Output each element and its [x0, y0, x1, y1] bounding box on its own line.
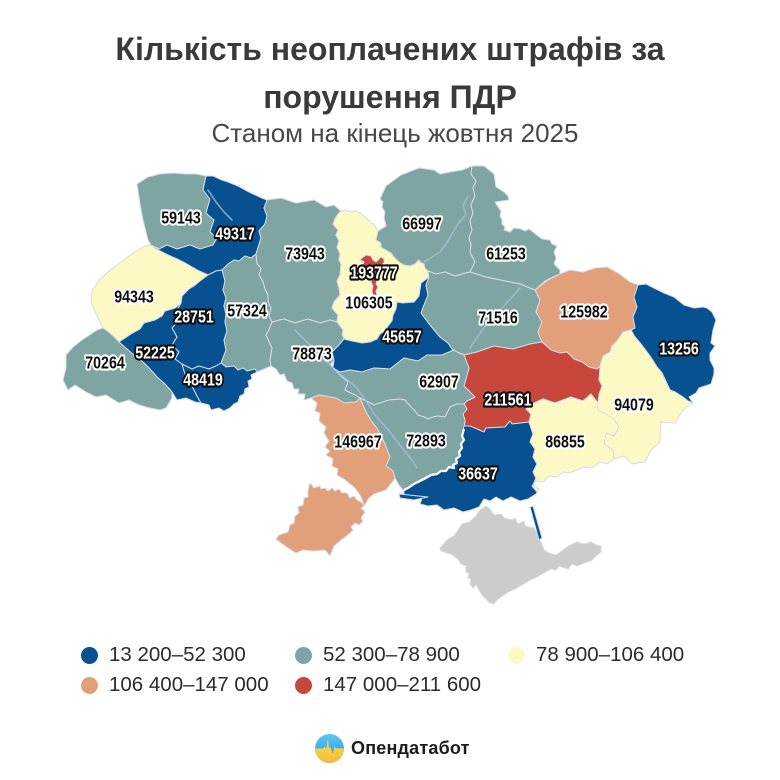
svg-text:49317: 49317	[215, 224, 255, 244]
svg-text:86855: 86855	[545, 432, 585, 452]
svg-text:59143: 59143	[161, 208, 201, 228]
svg-text:193777: 193777	[350, 263, 397, 283]
svg-text:66997: 66997	[402, 214, 442, 234]
svg-text:36637: 36637	[458, 464, 498, 484]
svg-text:72893: 72893	[406, 431, 446, 451]
svg-text:52225: 52225	[135, 343, 175, 363]
svg-text:45657: 45657	[382, 327, 422, 347]
svg-text:211561: 211561	[484, 390, 532, 410]
svg-text:61253: 61253	[486, 244, 526, 264]
svg-text:71516: 71516	[478, 308, 518, 328]
svg-text:28751: 28751	[174, 307, 214, 327]
svg-text:146967: 146967	[334, 432, 381, 452]
svg-text:94343: 94343	[114, 287, 154, 307]
svg-text:13256: 13256	[659, 339, 699, 359]
svg-text:125982: 125982	[560, 302, 608, 322]
svg-text:106305: 106305	[345, 293, 393, 313]
svg-text:57324: 57324	[227, 301, 267, 321]
svg-text:78873: 78873	[292, 344, 332, 364]
svg-text:73943: 73943	[285, 244, 325, 264]
svg-text:70264: 70264	[85, 353, 125, 373]
svg-text:94079: 94079	[614, 395, 654, 415]
svg-text:62907: 62907	[419, 372, 459, 392]
svg-text:48419: 48419	[183, 370, 223, 390]
